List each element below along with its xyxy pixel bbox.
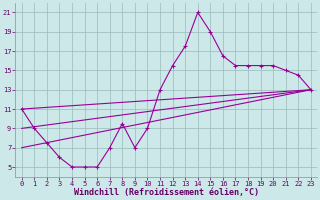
X-axis label: Windchill (Refroidissement éolien,°C): Windchill (Refroidissement éolien,°C) <box>74 188 259 197</box>
